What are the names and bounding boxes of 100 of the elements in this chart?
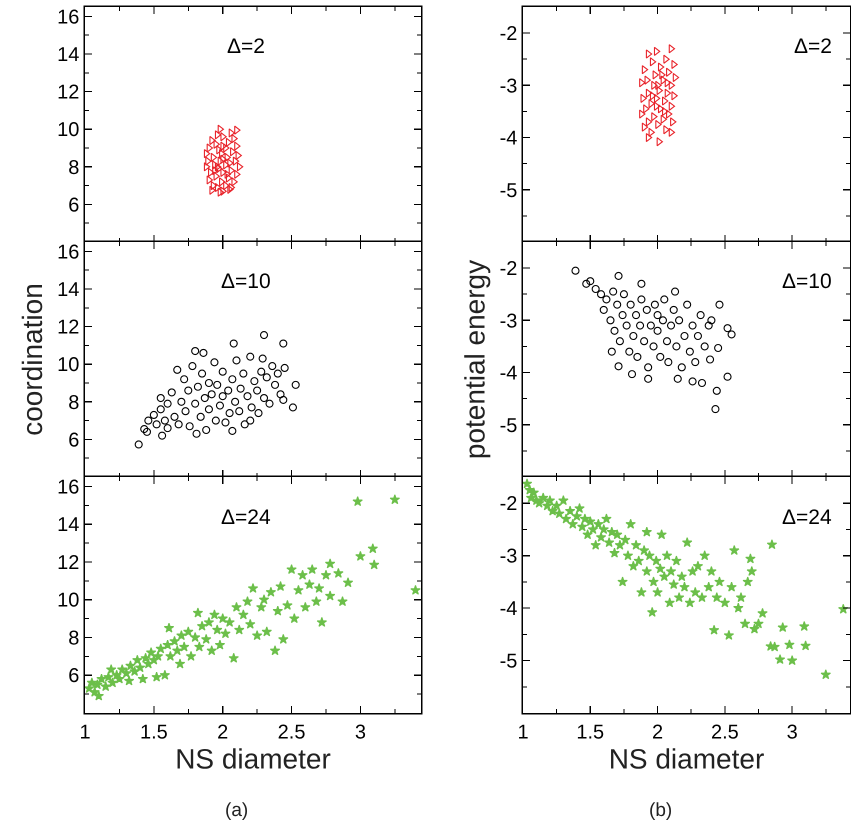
point <box>654 94 660 103</box>
point <box>658 62 664 72</box>
y-tick-label: -2 <box>500 23 518 46</box>
annotation: Δ=10 <box>221 270 271 293</box>
point <box>210 152 218 162</box>
point <box>216 164 223 174</box>
point <box>234 142 241 151</box>
point <box>223 181 230 190</box>
y-axis-title: coordination <box>17 283 48 436</box>
point <box>234 126 241 135</box>
point <box>646 117 652 126</box>
x-tick-label: 3 <box>786 722 798 744</box>
point <box>650 91 656 100</box>
y-tick-label: 16 <box>57 476 80 498</box>
point <box>664 88 672 98</box>
point <box>205 156 212 166</box>
y-tick-label: -5 <box>500 650 518 673</box>
point <box>651 112 658 122</box>
point <box>668 102 676 111</box>
y-tick-label: 14 <box>57 514 80 536</box>
point <box>223 143 230 153</box>
point <box>216 145 223 154</box>
point <box>646 132 652 142</box>
point <box>643 104 650 114</box>
point <box>232 156 240 166</box>
point <box>223 160 230 170</box>
y-tick-label: 16 <box>57 241 80 264</box>
y-tick-label: 10 <box>57 354 80 376</box>
annotation: Δ=24 <box>221 506 271 529</box>
y-tick-label: -4 <box>500 362 518 385</box>
y-tick-label: -4 <box>500 598 518 620</box>
y-tick-label: 6 <box>68 665 80 688</box>
x-tick-label: 3 <box>354 722 366 744</box>
point <box>236 162 244 172</box>
point <box>204 149 210 158</box>
y-axis-title: potential energy <box>460 260 491 460</box>
x-axis-title: NS diameter <box>175 744 331 775</box>
point <box>204 162 210 172</box>
x-tick-label: 1 <box>517 722 529 744</box>
y-tick-label: 10 <box>57 119 80 142</box>
y-tick-label: 12 <box>57 552 80 574</box>
annotation: Δ=10 <box>782 270 832 293</box>
y-tick-label: 8 <box>68 627 80 650</box>
point <box>210 181 218 190</box>
point <box>226 138 232 147</box>
x-tick-label: 2.5 <box>710 722 739 744</box>
annotation: Δ=24 <box>782 506 832 529</box>
point <box>214 162 222 172</box>
point <box>668 128 676 137</box>
y-tick-label: -3 <box>500 546 518 568</box>
y-tick-label: 6 <box>68 429 80 452</box>
y-tick-label: 10 <box>57 590 80 612</box>
text: (b) <box>649 800 672 821</box>
y-tick-label: -4 <box>500 128 518 150</box>
point <box>664 78 672 88</box>
x-tick-label: 1.5 <box>576 722 604 744</box>
point <box>231 134 238 144</box>
point <box>654 102 660 111</box>
point <box>659 70 666 80</box>
point <box>226 173 232 183</box>
x-tick-label: 2 <box>217 722 228 744</box>
x-axis-title: NS diameter <box>608 744 764 775</box>
point <box>234 170 241 179</box>
x-tick-label: 2.5 <box>278 722 306 744</box>
point <box>655 120 662 130</box>
point <box>671 91 678 100</box>
point <box>646 88 652 98</box>
y-tick-label: -3 <box>500 75 518 98</box>
point <box>228 182 236 192</box>
y-tick-label: 12 <box>57 82 80 104</box>
point <box>214 182 222 192</box>
x-tick-label: 1.5 <box>140 722 168 744</box>
y-tick-label: 16 <box>57 6 80 28</box>
point <box>228 128 236 138</box>
point <box>668 44 676 54</box>
point <box>227 158 234 168</box>
y-tick-label: 8 <box>68 156 80 179</box>
point <box>651 80 658 90</box>
y-tick-label: 8 <box>68 392 80 414</box>
point <box>642 122 648 132</box>
point <box>220 168 227 178</box>
y-tick-label: 14 <box>57 279 80 301</box>
point <box>663 54 670 64</box>
annotation: Δ=2 <box>227 35 265 58</box>
point <box>668 80 676 90</box>
point <box>642 65 648 74</box>
point <box>220 132 227 142</box>
point <box>231 177 238 186</box>
y-tick-label: -3 <box>500 310 518 332</box>
point <box>209 136 216 146</box>
point <box>646 49 652 59</box>
point <box>227 184 234 194</box>
point <box>228 166 236 176</box>
y-tick-label: 6 <box>68 194 80 216</box>
y-tick-label: -5 <box>500 414 518 437</box>
point <box>672 72 680 82</box>
point <box>214 130 222 140</box>
text: (a) <box>225 800 248 821</box>
x-tick-label: 2 <box>652 722 664 744</box>
point <box>658 104 664 114</box>
